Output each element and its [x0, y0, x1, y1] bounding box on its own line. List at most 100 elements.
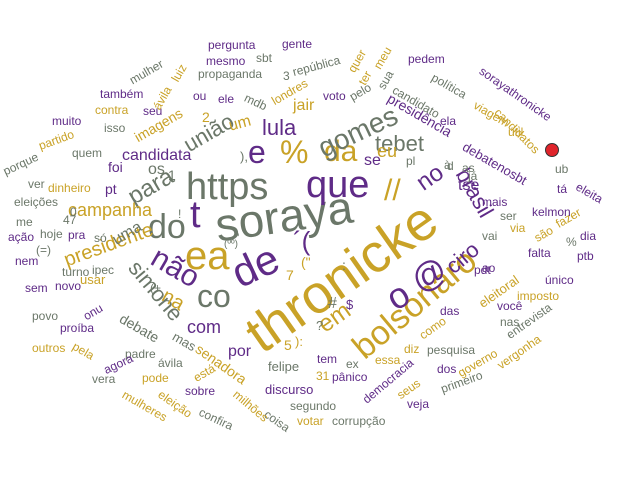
- word-ptb: ptb: [577, 249, 594, 263]
- word-sbt: sbt: [256, 51, 273, 65]
- word-dinheiro: dinheiro: [48, 181, 91, 195]
- word-proiba: proíba: [60, 321, 95, 335]
- word-unico: único: [545, 273, 574, 287]
- word-novo: novo: [55, 279, 82, 293]
- word-nem: nem: [15, 254, 39, 268]
- glyph-question: ?: [316, 318, 324, 333]
- word-quem: quem: [72, 146, 103, 160]
- word-esta: está: [191, 361, 218, 385]
- word-muito: muito: [52, 114, 82, 128]
- word-porque: porque: [0, 149, 41, 179]
- word-mais: mais: [482, 195, 508, 209]
- word-ela: ela: [440, 114, 457, 128]
- word-ipec: ipec: [92, 263, 115, 277]
- word-ou: ou: [193, 89, 207, 103]
- word-t: t: [190, 194, 201, 236]
- word-foi: foi: [108, 159, 123, 175]
- glyph-31: 31: [316, 369, 330, 383]
- word-veja: veja: [407, 397, 430, 411]
- word-confira: confira: [196, 405, 236, 433]
- word-segundo: segundo: [290, 399, 337, 413]
- word-pl: pl: [406, 154, 416, 168]
- word-voto: voto: [323, 89, 346, 103]
- word-candidata: candidata: [122, 147, 192, 164]
- word-hoje: hoje: [40, 227, 63, 241]
- glyph-quote: ": [235, 231, 240, 245]
- word-contra: contra: [95, 103, 129, 117]
- word-ta: tá: [557, 182, 568, 196]
- word-ver: ver: [28, 177, 45, 191]
- word-povo: povo: [32, 309, 59, 323]
- word-padre: padre: [125, 347, 156, 361]
- word-turno: turno: [62, 265, 90, 279]
- glyph-3: 3: [283, 69, 290, 83]
- word-discurso: discurso: [265, 382, 314, 397]
- word-politica: política: [429, 70, 469, 102]
- word-pela: pela: [70, 339, 97, 363]
- word-corrupcao: corrupção: [332, 414, 386, 428]
- word-pergunta: pergunta: [208, 38, 256, 52]
- glyph-2: 2: [202, 109, 210, 125]
- word-republica: república: [291, 52, 342, 80]
- word-pdt: pdt: [474, 263, 491, 277]
- word-diz: diz: [404, 342, 420, 356]
- word-kelmon: kelmon: [532, 205, 571, 219]
- glyph-dollar: $: [346, 297, 354, 312]
- word-as: as: [462, 161, 475, 175]
- word-pedem: pedem: [408, 52, 445, 66]
- word-pode: pode: [142, 371, 169, 385]
- glyph-accent-paren: ´(: [293, 226, 311, 256]
- glyph-paren-plus: (+: [150, 281, 162, 295]
- word-eu: eu: [377, 141, 398, 161]
- word-mdb: mdb: [242, 90, 270, 114]
- word-isso: isso: [104, 121, 126, 135]
- word-propaganda: propaganda: [198, 67, 263, 81]
- word-um: um: [227, 112, 253, 135]
- word-tem: tem: [317, 352, 338, 366]
- word-lula: lula: [262, 115, 297, 140]
- word-vergonha: vergonha: [494, 331, 544, 373]
- glyph-equals: (=): [36, 243, 51, 257]
- word-eleita: eleita: [573, 179, 606, 207]
- word-voce: você: [497, 299, 523, 313]
- word-mulher: mulher: [126, 56, 166, 88]
- word-campanha: campanha: [68, 200, 153, 220]
- word-so: só: [94, 231, 107, 245]
- word-seu: seu: [143, 104, 163, 118]
- word-pesquisa: pesquisa: [427, 343, 476, 357]
- word-panico: pânico: [332, 370, 368, 384]
- glyph-colon: :: [342, 257, 346, 273]
- word-por: por: [228, 343, 252, 360]
- glyph-paren-dots: (ºº): [224, 239, 238, 250]
- word-meu: meu: [370, 44, 395, 72]
- word-percent: %: [280, 134, 309, 170]
- word-com: com: [187, 317, 222, 337]
- glyph-0: 0: [70, 205, 77, 219]
- word-imposto: imposto: [517, 289, 560, 303]
- word-util: útil: [508, 125, 524, 139]
- glyph-paren-comma: ),: [240, 149, 248, 164]
- word-nas: nas: [500, 315, 520, 329]
- word-https: https: [186, 166, 269, 208]
- word-ser: ser: [500, 209, 517, 223]
- word-e: e: [248, 134, 266, 170]
- word-eleicoes: eleições: [14, 195, 59, 209]
- word-das: das: [440, 304, 460, 318]
- word-ao: ao: [482, 261, 496, 275]
- word-tse: tse: [458, 177, 480, 194]
- word-avila-2: ávila: [158, 356, 183, 370]
- word-jair: jair: [293, 97, 315, 114]
- word-dia: dia: [580, 229, 597, 243]
- glyph-slashes: //: [384, 174, 401, 207]
- word-usar: usar: [80, 272, 106, 287]
- word-essa: essa: [375, 353, 401, 367]
- word-dos: dos: [437, 362, 457, 376]
- word-sobre: sobre: [185, 384, 216, 398]
- glyph-paren-quote: (": [301, 254, 311, 270]
- word-ja: já: [468, 169, 478, 183]
- word-que: que: [306, 164, 370, 206]
- word-da: da: [324, 135, 358, 168]
- word-a-accent: à: [444, 158, 451, 172]
- glyph-5: 5: [284, 337, 292, 353]
